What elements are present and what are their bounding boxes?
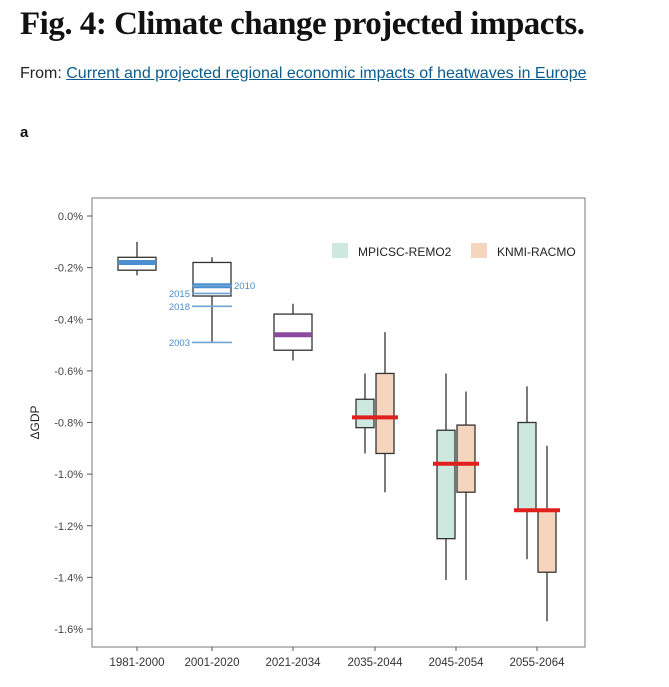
- x-tick-label: 2001-2020: [185, 657, 240, 669]
- box-body: [517, 421, 537, 511]
- box-1981-2000: [117, 241, 157, 276]
- y-tick-label: -1.4%: [54, 572, 83, 584]
- plot-frame: [91, 197, 586, 648]
- box-2021-2034: [273, 303, 313, 361]
- box-body: [192, 261, 232, 297]
- x-tick-label: 2035-2044: [348, 657, 404, 669]
- box-body: [375, 372, 395, 455]
- boxplot-chart: 0.0% -0.2% -0.4% -0.6% -0.8% -1.0% -1.2% -1.4% -…: [28, 197, 586, 669]
- year-marker-label: 2015: [169, 289, 190, 300]
- y-tick-label: -1.2%: [54, 521, 83, 533]
- from-label: From:: [20, 65, 62, 82]
- x-tick-label: 2021-2034: [266, 657, 322, 669]
- box-body: [537, 509, 557, 573]
- box-KNMI-RACMO-2035-2044: [375, 332, 395, 493]
- box-body: [456, 424, 476, 493]
- source-line: From: Current and projected regional eco…: [20, 65, 587, 83]
- source-article-link[interactable]: Current and projected regional economic …: [66, 65, 587, 82]
- x-tick-label: 2045-2054: [429, 657, 485, 669]
- x-tick-label: 2055-2064: [510, 657, 566, 669]
- year-marker-label: 2003: [169, 338, 190, 349]
- box-KNMI-RACMO-2045-2054: [456, 391, 476, 580]
- box-MPICSC-REMO2-2055-2064: [517, 386, 537, 560]
- box-MPICSC-REMO2-2045-2054: [436, 373, 456, 580]
- box-body: [355, 398, 375, 429]
- box-MPICSC-REMO2-2035-2044: [355, 373, 375, 454]
- box-body: [273, 313, 313, 351]
- y-tick-label: -1.6%: [54, 624, 83, 636]
- year-marker-label: 2018: [169, 302, 190, 313]
- figure-title: Fig. 4: Climate change projected impacts…: [20, 6, 585, 42]
- legend-label: MPICSC-REMO2: [358, 245, 452, 259]
- y-axis-label: ΔGDP: [28, 405, 42, 439]
- y-tick-label: -1.0%: [54, 469, 83, 481]
- y-tick-label: -0.8%: [54, 418, 83, 430]
- panel-label: a: [20, 124, 29, 141]
- legend-swatch: [471, 243, 487, 258]
- year-marker-label: 2010: [234, 281, 255, 292]
- y-tick-label: -0.2%: [54, 263, 83, 275]
- y-tick-label: -0.6%: [54, 366, 83, 378]
- y-tick-label: 0.0%: [58, 211, 83, 223]
- y-tick-label: -0.4%: [54, 314, 83, 326]
- x-tick-label: 1981-2000: [110, 657, 165, 669]
- legend-swatch: [332, 243, 348, 258]
- legend: MPICSC-REMO2 KNMI-RACMO: [332, 243, 576, 259]
- legend-label: KNMI-RACMO: [497, 245, 576, 259]
- box-body: [436, 429, 456, 540]
